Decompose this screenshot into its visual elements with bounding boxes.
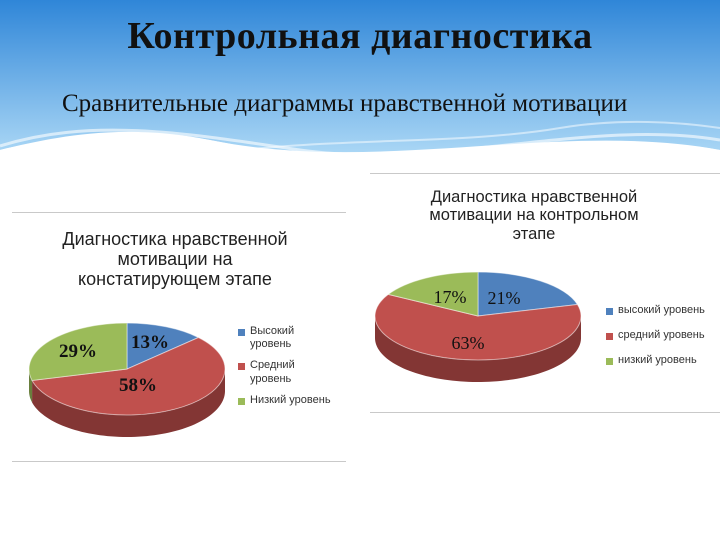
pie-slice-side-medium	[375, 316, 581, 382]
slide-subtitle: Сравнительные диаграммы нравственной мот…	[62, 90, 628, 117]
pie-chart-control: 21% 63% 17%	[374, 271, 582, 382]
legend-swatch-medium	[238, 363, 245, 371]
chart-title-line: мотивации на	[117, 249, 233, 270]
pie-chart-ascertaining: 13% 58% 29%	[28, 322, 226, 437]
pie-slice-side-low	[29, 369, 33, 403]
pie-slice-side-medium	[32, 369, 225, 437]
legend-label: уровень	[250, 338, 292, 351]
legend-item-low: Низкий уровень	[238, 394, 348, 407]
legend-label: низкий уровень	[618, 354, 697, 367]
chart-title-line: Диагностика нравственной	[62, 229, 288, 249]
legend-label: высокий уровень	[618, 304, 705, 316]
legend-swatch-high	[606, 308, 613, 315]
pie-slice-high	[477, 271, 579, 317]
pie-data-label-high: 13%	[131, 332, 169, 353]
pie-slice-low	[387, 271, 479, 317]
slide-title: Контрольная диагностика	[127, 15, 593, 57]
chart-title: Диагностика нравственной мотивации на ко…	[404, 188, 664, 243]
legend-label: средний уровень	[618, 329, 705, 342]
chart-title-line: констатирующем этапе	[78, 269, 272, 290]
legend-label: Высокий	[250, 325, 295, 337]
pie-data-label-medium: 63%	[452, 333, 485, 353]
chart-panel-ascertaining: Диагностика нравственной мотивации на ко…	[12, 212, 346, 462]
legend-item-low: низкий уровень	[606, 354, 718, 367]
chart-title-line: мотивации на контрольном	[429, 206, 639, 225]
legend-label: Средний	[250, 359, 295, 372]
legend-item-high: высокий уровень	[606, 304, 718, 317]
chart-legend: высокий уровень средний уровень низкий у…	[606, 304, 718, 380]
pie-slice-medium	[31, 336, 226, 416]
legend-item-medium: средний уровень	[606, 329, 718, 342]
legend-swatch-high	[238, 329, 245, 336]
pie-slice-high	[126, 322, 200, 370]
pie-slice-low	[28, 322, 128, 381]
chart-legend: Высокий уровень Средний уровень Низкий у…	[238, 325, 348, 415]
pie-data-label-high: 21%	[488, 288, 521, 308]
chart-title-line: Диагностика нравственной	[430, 188, 638, 206]
legend-label: уровень	[250, 372, 292, 385]
pie-data-label-low: 29%	[59, 341, 97, 362]
chart-title-line: этапе	[512, 224, 556, 243]
legend-label: Низкий уровень	[250, 393, 331, 406]
pie-data-label-medium: 58%	[119, 375, 157, 396]
legend-item-high: Высокий уровень	[238, 325, 348, 351]
legend-swatch-low	[238, 397, 245, 405]
chart-title: Диагностика нравственной мотивации на ко…	[30, 229, 320, 289]
pie-slice-medium	[374, 293, 582, 361]
chart-panel-control: Диагностика нравственной мотивации на ко…	[370, 173, 720, 413]
legend-swatch-low	[606, 358, 613, 366]
pie-data-label-low: 17%	[434, 287, 467, 307]
legend-item-medium: Средний уровень	[238, 359, 348, 385]
legend-swatch-medium	[606, 333, 613, 341]
